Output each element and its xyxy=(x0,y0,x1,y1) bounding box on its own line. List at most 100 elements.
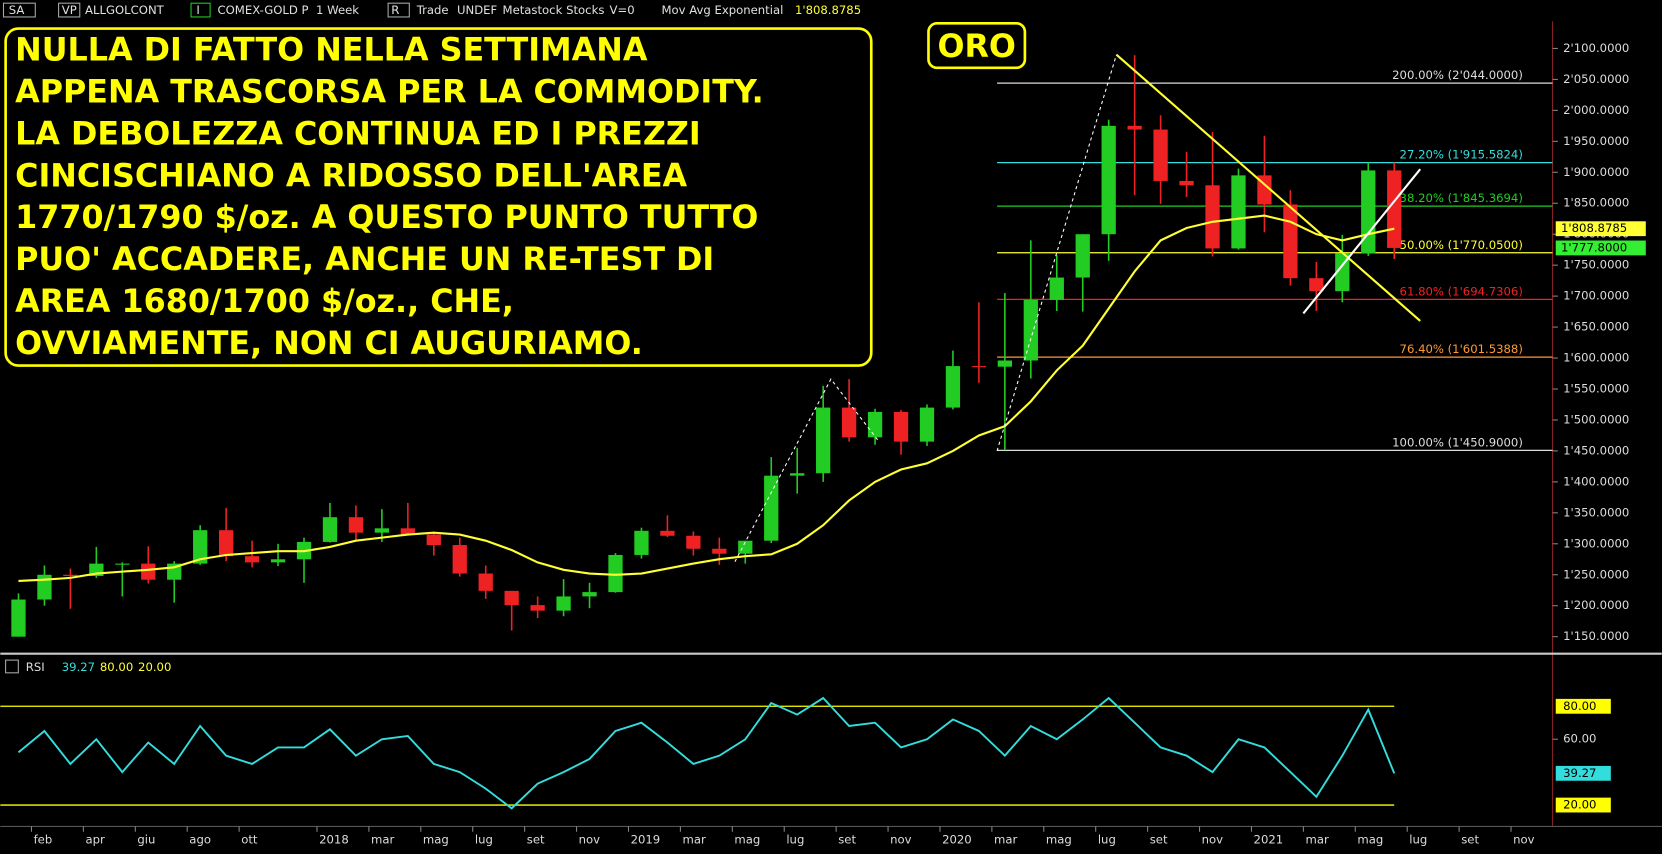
y-tick-label: 1'650.0000 xyxy=(1563,320,1629,334)
candle-body xyxy=(634,530,649,555)
rsi-value: 39.27 xyxy=(62,660,95,674)
rsi-level-box xyxy=(1555,698,1611,714)
ema-value-label-box xyxy=(1555,221,1646,237)
x-tick-label: mar xyxy=(371,833,394,847)
candle-body xyxy=(997,360,1012,367)
candle-body xyxy=(556,596,571,611)
candle-body xyxy=(764,475,779,541)
y-tick-label: 1'850.0000 xyxy=(1563,196,1629,210)
y-tick-label: 1'150.0000 xyxy=(1563,629,1629,643)
candle-body xyxy=(919,407,935,442)
annotation-line: LA DEBOLEZZA CONTINUA ED I PREZZI xyxy=(15,116,701,152)
x-tick-label: mag xyxy=(423,833,449,847)
header-text: 1 Week xyxy=(316,3,359,17)
x-tick-label: lug xyxy=(475,833,493,847)
x-tick-label: nov xyxy=(890,833,911,847)
candle-body xyxy=(1101,125,1116,235)
candle-body xyxy=(816,407,831,474)
annotation: NULLA DI FATTO NELLA SETTIMANA APPENA TRA… xyxy=(15,32,764,362)
x-tick-label: 2020 xyxy=(942,833,972,847)
x-tick-label: set xyxy=(1461,833,1479,847)
y-tick-label: 1'400.0000 xyxy=(1563,474,1629,488)
candle-body xyxy=(11,599,26,637)
header-text: Mov Avg Exponential xyxy=(661,3,783,17)
candle-body xyxy=(686,535,701,549)
rsi-value-box xyxy=(1555,765,1611,781)
fib-label: 100.00% (1'450.9000) xyxy=(1392,435,1523,449)
candle-body xyxy=(193,530,208,564)
candle-body xyxy=(790,473,805,476)
x-tick-label: set xyxy=(527,833,545,847)
candle-body xyxy=(893,411,909,442)
fib-label: 61.80% (1'694.7306) xyxy=(1400,284,1523,298)
header-text: UNDEF xyxy=(457,3,498,17)
header: SA VP ALLGOLCONT I COMEX-GOLD P 1 Week R… xyxy=(2,2,861,18)
x-tick-label: 2021 xyxy=(1254,833,1284,847)
x-tick-label: mar xyxy=(1305,833,1328,847)
annotation-line: CINCISCHIANO A RIDOSSO DELL'AREA xyxy=(15,158,687,194)
candle-body xyxy=(478,573,493,591)
rsi-line xyxy=(17,696,1396,810)
header-text: V=0 xyxy=(610,3,635,17)
header-box[interactable] xyxy=(387,2,410,18)
candle-body xyxy=(270,559,286,563)
trendline xyxy=(1302,168,1422,315)
annotation-box xyxy=(4,27,873,367)
trendline xyxy=(996,54,1117,452)
y-tick-label: 1'450.0000 xyxy=(1563,443,1629,457)
annotation-line: NULLA DI FATTO NELLA SETTIMANA xyxy=(15,32,648,68)
fib-label: 27.20% (1'915.5824) xyxy=(1400,148,1523,162)
y-tick-label: 1'600.0000 xyxy=(1563,351,1629,365)
header-box[interactable] xyxy=(58,2,81,18)
rsi-level-box xyxy=(1555,797,1611,813)
header-box[interactable] xyxy=(2,2,36,18)
y-tick-label: 1'350.0000 xyxy=(1563,505,1629,519)
rsi-level-label: 80.00 xyxy=(1563,699,1596,713)
candle-body xyxy=(37,574,52,600)
x-tick-label: lug xyxy=(786,833,804,847)
y-tick-label: 1'300.0000 xyxy=(1563,536,1629,550)
candle-body xyxy=(971,366,987,368)
x-tick-label: lug xyxy=(1409,833,1427,847)
y-tick-label: 1'900.0000 xyxy=(1563,165,1629,179)
annotation-line: PUO' ACCADERE, ANCHE UN RE-TEST DI xyxy=(15,242,714,278)
tag-text: ORO xyxy=(937,29,1015,65)
candle-body xyxy=(219,530,234,557)
x-tick-label: nov xyxy=(1202,833,1223,847)
x-tick-label: 2018 xyxy=(319,833,349,847)
y-tick-label: 1'700.0000 xyxy=(1563,289,1629,303)
header-text: I xyxy=(196,3,199,17)
candle-body xyxy=(1127,125,1142,130)
annotation-line: 1770/1790 $/oz. A QUESTO PUNTO TUTTO xyxy=(15,200,758,236)
trendline xyxy=(734,378,879,563)
y-tick-label: 1'950.0000 xyxy=(1563,134,1629,148)
rsi-level: 20.00 xyxy=(138,660,171,674)
rsi-level-label: 20.00 xyxy=(1563,798,1596,812)
fib-label: 50.00% (1'770.0500) xyxy=(1400,238,1523,252)
header-text: R xyxy=(391,3,399,17)
rsi-toggle[interactable] xyxy=(5,659,19,674)
candle-body xyxy=(608,554,623,593)
x-tick-label: lug xyxy=(1098,833,1116,847)
candle-body xyxy=(426,534,441,546)
candle-body xyxy=(530,605,545,611)
x-tick-label: set xyxy=(838,833,856,847)
candle-body xyxy=(1075,234,1090,278)
x-tick-label: ago xyxy=(189,833,211,847)
fib-label: 76.40% (1'601.5388) xyxy=(1400,342,1523,356)
x-tick-label: mar xyxy=(683,833,706,847)
y-tick-label: 2'100.0000 xyxy=(1563,41,1629,55)
candle-body xyxy=(660,530,675,536)
candle-body xyxy=(141,563,156,580)
rsi-tick-label: 60.00 xyxy=(1563,732,1596,746)
y-tick-label: 1'250.0000 xyxy=(1563,567,1629,581)
header-box[interactable] xyxy=(190,2,211,18)
x-tick-label: giu xyxy=(137,833,155,847)
trendline xyxy=(1115,53,1421,322)
candle-body xyxy=(582,592,597,597)
candle-body xyxy=(1335,253,1350,292)
candle-body xyxy=(1049,277,1064,300)
header-text: Trade xyxy=(416,3,449,17)
candle-body xyxy=(400,528,415,535)
